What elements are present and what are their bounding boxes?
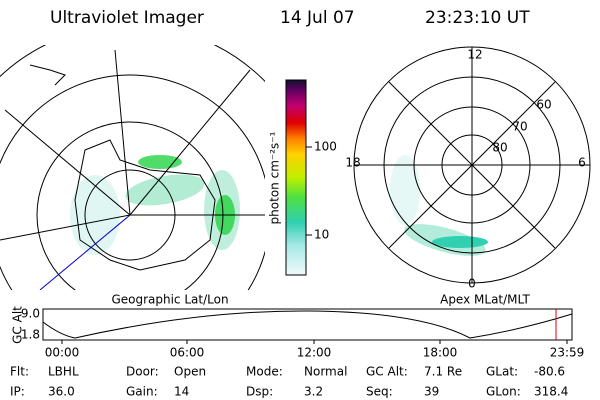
status-label: Dsp: (246, 385, 273, 399)
status-value: 39 (424, 385, 439, 399)
magnetic-map (353, 46, 591, 284)
mlt-label: 0 (468, 277, 476, 291)
x-tick-label: 06:00 (170, 346, 205, 360)
status-value: Open (174, 365, 206, 379)
status-value: LBHL (48, 365, 79, 379)
altitude-ylabel: GC Alt (11, 306, 25, 344)
date: 14 Jul 07 (280, 8, 355, 28)
status-value: Normal (304, 365, 347, 379)
status-label: Mode: (246, 365, 283, 379)
x-tick-label: 18:00 (423, 346, 458, 360)
mlt-label: 12 (467, 48, 482, 62)
y-tick-label: 1.8 (21, 328, 40, 342)
x-tick-label: 23:59 (550, 346, 585, 360)
altitude-plot (42, 308, 573, 344)
lat-label: 60 (536, 98, 551, 112)
instrument: Ultraviolet Imager (50, 8, 204, 28)
lat-label: 70 (512, 120, 527, 134)
status-panel: Flt: LBHL Door: Open Mode: Normal GC Alt: 7.1 R… (10, 365, 568, 399)
status-value: 318.4 (534, 385, 568, 399)
status-value: -80.6 (534, 365, 565, 379)
status-label: Door: (126, 365, 159, 379)
colorbar-tick: 100 (314, 140, 337, 154)
colorbar-label: photon cm⁻²s⁻¹ (268, 131, 282, 224)
status-value: 3.2 (304, 385, 323, 399)
status-label: GC Alt: (366, 365, 408, 379)
status-label: Flt: (10, 365, 29, 379)
colorbar-tick: 10 (314, 228, 329, 242)
mlt-label: 18 (345, 156, 360, 170)
colorbar (285, 79, 307, 276)
status-label: GLat: (486, 365, 518, 379)
time: 23:23:10 UT (425, 8, 530, 28)
right-map-label: Apex MLat/MLT (440, 293, 530, 307)
status-label: GLon: (486, 385, 521, 399)
left-map-label: Geographic Lat/Lon (111, 293, 228, 307)
geographic-map (0, 45, 265, 290)
x-tick-label: 12:00 (297, 346, 332, 360)
status-label: Gain: (126, 385, 158, 399)
x-tick-label: 00:00 (45, 346, 80, 360)
status-value: 14 (174, 385, 189, 399)
status-label: Seq: (366, 385, 393, 399)
status-value: 7.1 Re (424, 365, 462, 379)
lat-label: 80 (492, 141, 507, 155)
y-tick-label: 9.0 (21, 307, 40, 321)
status-label: IP: (10, 385, 25, 399)
mlt-label: 6 (578, 156, 586, 170)
status-value: 36.0 (48, 385, 75, 399)
